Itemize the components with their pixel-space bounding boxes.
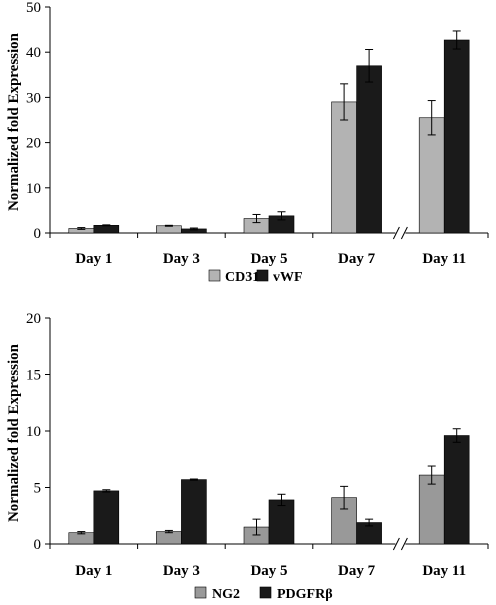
y-tick-label: 20 (26, 136, 41, 152)
axis-break-gap (395, 537, 406, 551)
y-tick-label: 5 (34, 481, 42, 497)
category-label: Day 5 (250, 563, 287, 579)
legend-label: NG2 (212, 587, 240, 602)
category-label: Day 7 (338, 251, 376, 267)
y-tick-label: 15 (26, 368, 41, 384)
bar-vwf (356, 65, 382, 234)
y-tick-label: 50 (26, 0, 41, 16)
bar-pdgfrβ (181, 479, 207, 545)
axis-break-mark (392, 537, 400, 551)
legend-label: PDGFRβ (277, 587, 333, 602)
bar-ng2 (68, 532, 95, 545)
bar-pdgfrβ (268, 499, 295, 545)
y-tick-label: 0 (34, 226, 42, 242)
bar-pdgfrβ (443, 435, 470, 545)
legend-swatch-1 (259, 586, 272, 599)
legend-label: CD31 (225, 270, 259, 285)
bar-vwf (443, 39, 470, 234)
y-axis-title: Normalized fold Expression (6, 343, 22, 522)
legend-swatch-1 (256, 269, 269, 282)
y-tick-label: 30 (26, 90, 41, 106)
category-label: Day 3 (163, 251, 200, 267)
bar-ng2 (156, 531, 182, 545)
legend-swatch-0 (194, 586, 207, 599)
legend-label: vWF (273, 270, 303, 285)
bar-vwf (93, 225, 120, 234)
category-label: Day 1 (75, 251, 112, 267)
axis-break-mark (392, 226, 400, 240)
category-label: Day 5 (250, 251, 287, 267)
bar-cd31 (156, 225, 182, 234)
y-tick-label: 40 (26, 45, 41, 61)
legend-swatch-0 (208, 269, 221, 282)
y-axis-title: Normalized fold Expression (6, 32, 22, 211)
y-tick-label: 10 (26, 181, 41, 197)
axis-break-mark (400, 537, 408, 551)
axis-break-gap (395, 226, 406, 240)
y-tick-label: 20 (26, 311, 41, 327)
bar-pdgfrβ (93, 490, 120, 545)
y-tick-label: 10 (26, 424, 41, 440)
bar-cd31 (331, 101, 357, 234)
category-label: Day 11 (422, 251, 466, 267)
category-label: Day 7 (338, 563, 376, 579)
category-label: Day 1 (75, 563, 112, 579)
category-label: Day 11 (422, 563, 466, 579)
y-tick-label: 0 (34, 537, 42, 553)
axis-break-mark (400, 226, 408, 240)
bar-ng2 (418, 474, 445, 545)
category-label: Day 3 (163, 563, 200, 579)
